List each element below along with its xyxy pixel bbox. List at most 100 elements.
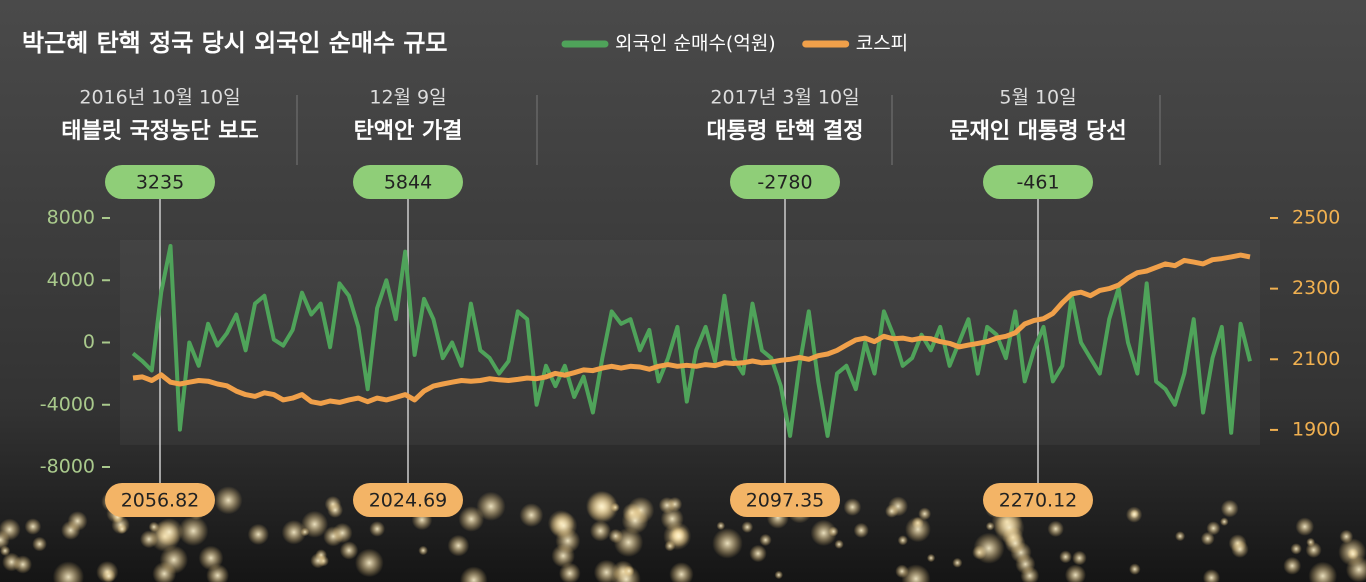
event-label: 문재인 대통령 당선: [949, 119, 1126, 144]
candle-light: [1219, 517, 1229, 526]
foreign-pill: [105, 165, 215, 199]
candle-light: [885, 504, 899, 518]
candle-light: [749, 544, 767, 563]
candle-light: [1020, 566, 1040, 582]
candle-light: [1072, 550, 1087, 566]
candle-light: [774, 570, 784, 580]
candle-light: [67, 511, 88, 532]
candle-light: [834, 539, 844, 549]
y2-tick-label: 2100: [1292, 348, 1340, 370]
separators: [296, 95, 1161, 165]
candle-light: [712, 527, 743, 559]
candle-light: [905, 516, 931, 543]
candle-light: [355, 548, 384, 578]
candle-light: [339, 541, 359, 560]
candle-light: [476, 491, 506, 521]
candle-light: [623, 565, 635, 577]
y-tick-label: -4000: [40, 393, 95, 415]
candle-light: [458, 506, 485, 532]
y-tick-label: 8000: [47, 207, 95, 229]
candle-light: [973, 532, 1005, 564]
candle-light: [1305, 541, 1322, 558]
foreign-pill: [353, 165, 463, 199]
candle-light: [1004, 532, 1026, 554]
legend-label: 외국인 순매수(억원): [615, 33, 776, 55]
candle-light: [926, 553, 936, 563]
candle-light: [660, 507, 684, 531]
candle-light: [716, 521, 726, 531]
event-label: 탄액안 가결: [354, 119, 463, 144]
candle-light: [1047, 520, 1064, 538]
candle-light: [585, 490, 618, 522]
kospi-value: 2024.69: [369, 490, 448, 512]
y-tick-label: -8000: [40, 456, 95, 478]
candle-light: [139, 530, 158, 549]
candle-light: [1129, 563, 1141, 575]
candle-light: [613, 527, 644, 558]
candle-light: [853, 522, 869, 538]
candle-light: [101, 569, 116, 582]
event-label: 대통령 탄핵 결정: [707, 119, 864, 144]
candle-light: [828, 526, 839, 537]
event-date: 2016년 10월 10일: [79, 87, 240, 109]
candle-light: [558, 562, 581, 582]
candle-light: [32, 536, 47, 552]
candle-light: [1125, 506, 1143, 523]
candle-light: [1202, 569, 1221, 582]
kospi-pill: [353, 483, 463, 517]
foreign-value: 3235: [136, 172, 184, 194]
foreign-pill: [983, 165, 1093, 199]
y2-tick-label: 1900: [1292, 418, 1340, 440]
candle-light: [214, 486, 243, 515]
candle-light: [589, 520, 611, 542]
candle-light: [1345, 556, 1366, 582]
candle-light: [669, 562, 694, 582]
candle-light: [1231, 540, 1249, 558]
candle-light: [897, 535, 908, 546]
candle-light: [1059, 550, 1073, 564]
candle-light: [24, 518, 42, 535]
plot-area: [120, 240, 1260, 445]
candle-light: [519, 503, 544, 527]
candle-light: [810, 519, 837, 547]
candle-light: [759, 533, 772, 547]
candle-light: [1064, 564, 1086, 582]
kospi-pill: [105, 483, 215, 517]
candle-light: [281, 520, 307, 545]
event-label: 태블릿 국정농단 보도: [61, 119, 258, 144]
candle-light: [1220, 499, 1239, 518]
y-tick-label: 0: [83, 331, 95, 353]
candle-light: [985, 521, 995, 531]
event-date: 12월 9일: [369, 87, 446, 109]
candle-light: [418, 545, 428, 556]
candle-light: [155, 518, 184, 546]
candle-light: [327, 502, 344, 518]
candle-light: [0, 530, 10, 550]
candle-light: [1290, 543, 1302, 555]
foreign-value: -461: [1016, 172, 1059, 194]
event-date: 2017년 3월 10일: [710, 87, 859, 109]
candle-light: [447, 534, 470, 557]
candle-light: [159, 545, 189, 574]
candle-light: [117, 523, 128, 534]
candle-light: [310, 553, 326, 569]
candle-light: [332, 522, 353, 544]
candle-light: [52, 561, 85, 582]
candle-light: [593, 559, 620, 582]
crowd-lights: [0, 486, 1366, 582]
candle-light: [952, 557, 963, 568]
kospi-pill: [983, 483, 1093, 517]
candle-light: [369, 521, 386, 537]
y-tick-label: 4000: [47, 269, 95, 291]
kospi-value: 2056.82: [121, 490, 200, 512]
kospi-value: 2270.12: [999, 490, 1078, 512]
legend-label: 코스피: [856, 33, 908, 55]
candle-light: [1283, 556, 1302, 575]
y2-tick-label: 2300: [1292, 277, 1340, 299]
chart-title: 박근혜 탄핵 정국 당시 외국인 순매수 규모: [22, 29, 448, 57]
candle-light: [668, 525, 690, 547]
candle-light: [459, 566, 488, 582]
candle-light: [901, 564, 931, 582]
candle-light: [247, 523, 269, 545]
